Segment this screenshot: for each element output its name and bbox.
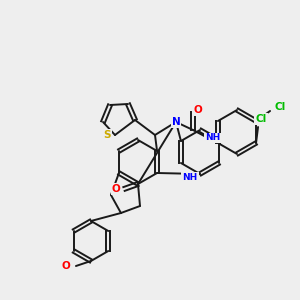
Text: NH: NH [182, 172, 198, 182]
Text: O: O [112, 184, 120, 194]
Text: Cl: Cl [255, 114, 267, 124]
Text: Cl: Cl [274, 102, 286, 112]
Text: O: O [194, 105, 202, 115]
Text: N: N [172, 117, 180, 127]
Text: O: O [61, 261, 70, 271]
Text: NH: NH [206, 134, 220, 142]
Text: S: S [103, 130, 111, 140]
